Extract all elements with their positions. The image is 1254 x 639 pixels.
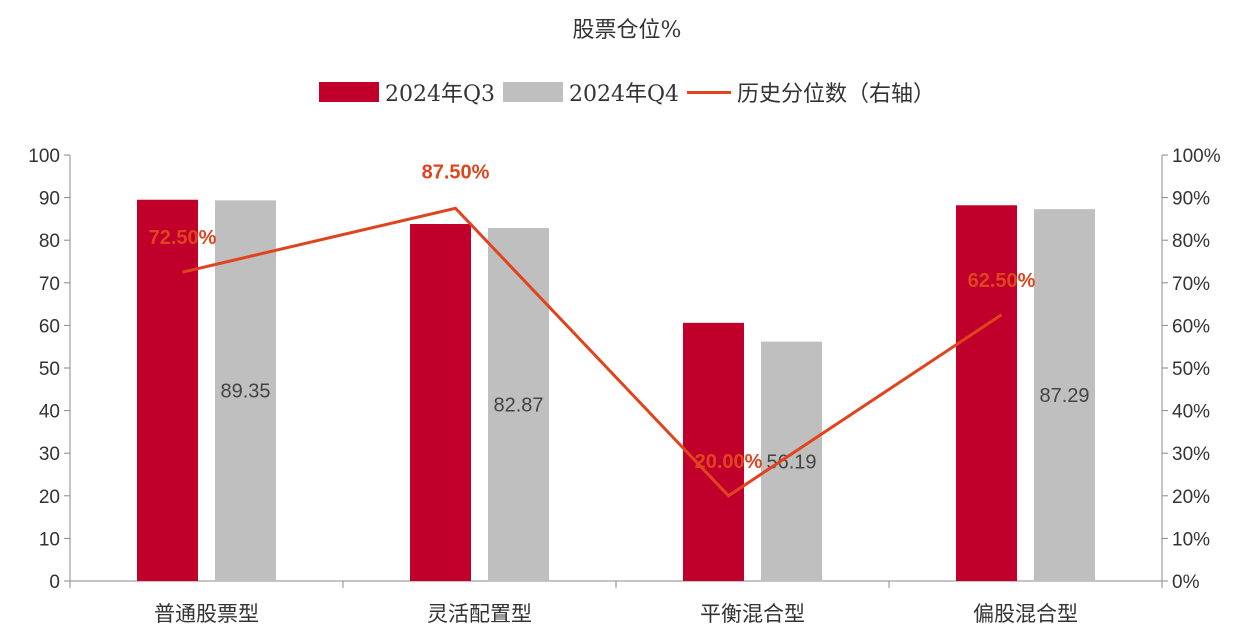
data-label-percentile: 72.50% (149, 227, 217, 249)
y-tick-label-right: 10% (1172, 529, 1210, 550)
y-tick-label-right: 60% (1172, 316, 1210, 337)
y-tick-label-left: 30 (39, 444, 60, 465)
category-label: 普通股票型 (154, 602, 259, 626)
data-label-q4: 87.29 (1039, 385, 1089, 407)
y-tick-label-right: 70% (1172, 274, 1210, 295)
legend-swatch-percentile (687, 90, 732, 94)
y-tick-label-left: 90 (39, 189, 60, 210)
legend-label-q3: 2024年Q3 (384, 82, 495, 107)
y-tick-label-left: 80 (39, 231, 60, 252)
y-tick-label-left: 70 (39, 274, 60, 295)
category-label: 平衡混合型 (700, 602, 805, 626)
bar-q4 (215, 200, 276, 581)
bar-q4 (488, 227, 549, 581)
y-tick-label-right: 0% (1172, 572, 1200, 593)
category-label: 灵活配置型 (427, 602, 532, 626)
bar-q3 (683, 322, 744, 581)
legend-label-q4: 2024年Q4 (568, 82, 680, 107)
y-tick-label-right: 50% (1172, 359, 1210, 380)
data-label-percentile: 20.00% (695, 451, 763, 473)
y-tick-label-left: 50 (39, 359, 60, 380)
category-label: 偏股混合型 (973, 602, 1078, 626)
y-tick-label-right: 90% (1172, 189, 1210, 210)
data-label-percentile: 62.50% (968, 270, 1036, 292)
chart-title: 股票仓位% (572, 18, 682, 43)
y-tick-label-left: 10 (39, 529, 60, 550)
legend-item-percentile: 历史分位数（右轴） (687, 76, 935, 108)
y-tick-label-right: 100% (1172, 146, 1221, 167)
y-tick-label-right: 80% (1172, 231, 1210, 252)
bar-q3 (137, 199, 198, 582)
data-label-q4: 82.87 (493, 394, 543, 416)
y-tick-label-left: 40 (39, 402, 60, 423)
y-tick-label-right: 20% (1172, 487, 1210, 508)
legend-item-q4: 2024年Q4 (502, 76, 680, 108)
bar-q4 (761, 341, 822, 581)
data-label-q4: 89.35 (220, 381, 270, 403)
y-tick-label-left: 100 (28, 146, 60, 167)
bar-q3 (410, 224, 471, 581)
y-tick-label-left: 20 (39, 487, 60, 508)
y-tick-label-right: 30% (1172, 444, 1210, 465)
legend: 2024年Q3 2024年Q4 历史分位数（右轴） (0, 76, 1254, 108)
legend-swatch-q3 (318, 82, 379, 102)
y-tick-label-right: 40% (1172, 402, 1210, 423)
bar-q3 (956, 205, 1017, 581)
legend-swatch-q4 (502, 82, 563, 102)
data-label-percentile: 87.50% (422, 161, 490, 183)
percentile-line (182, 206, 1003, 498)
data-label-q4: 56.19 (766, 451, 816, 473)
legend-label-percentile: 历史分位数（右轴） (737, 82, 936, 107)
y-tick-label-left: 60 (39, 316, 60, 337)
legend-item-q3: 2024年Q3 (318, 76, 495, 108)
y-tick-label-left: 0 (49, 572, 60, 593)
bar-q4 (1034, 209, 1095, 581)
